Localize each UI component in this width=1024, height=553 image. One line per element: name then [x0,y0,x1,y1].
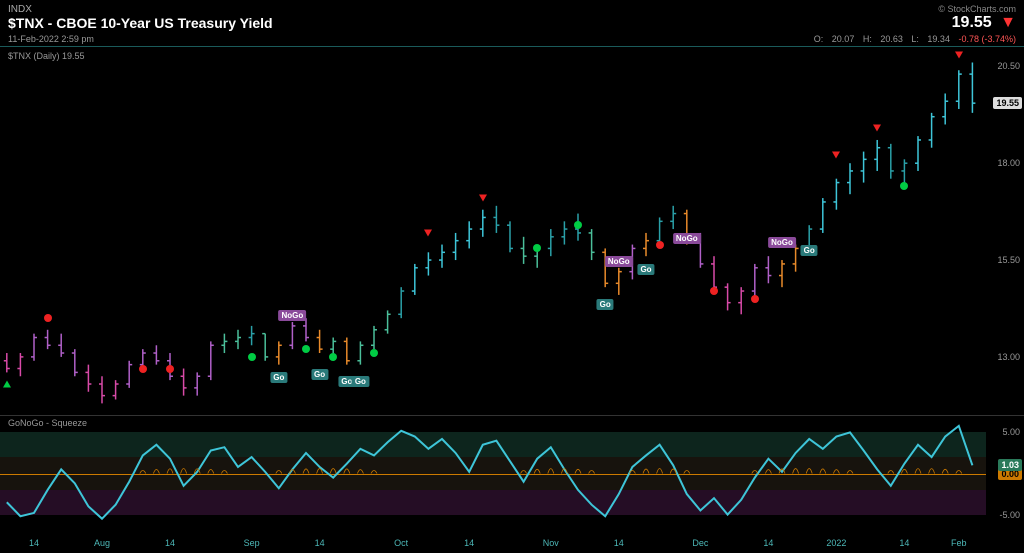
marker-green-icon [248,353,256,361]
x-tick-label: 14 [899,538,909,548]
x-tick-label: 14 [763,538,773,548]
index-label: INDX [8,4,273,15]
signal-tag-go: Go [597,299,614,310]
indicator-y-tick: 5.00 [1002,427,1020,437]
last-price: 19.55 [952,14,992,32]
x-tick-label: 14 [464,538,474,548]
indicator-panel[interactable]: GoNoGo - Squeeze -5.005.000.001.03 [0,415,1024,530]
marker-green-icon [574,221,582,229]
signal-tag-go: Go [352,376,369,387]
marker-red-icon [751,295,759,303]
x-tick-label: Sep [244,538,260,548]
marker-green-icon [533,244,541,252]
y-tick-label: 20.50 [997,61,1020,71]
indicator-title: GoNoGo - Squeeze [8,418,87,428]
indicator-y-tick: -5.00 [999,510,1020,520]
x-tick-label: 14 [29,538,39,548]
marker-tri-up-icon [3,381,11,388]
marker-tri-down-icon [424,229,432,236]
x-tick-label: Nov [543,538,559,548]
price-y-axis: 13.00 15.50 18.00 20.50 19.55 [986,47,1024,415]
x-tick-label: Feb [951,538,967,548]
signal-tag-go: Go [270,372,287,383]
price-chart[interactable]: $TNX (Daily) 19.55 Go NoGo Go Go Go Go NoGo Go N… [0,47,1024,415]
signal-tag-nogo: NoGo [673,233,701,244]
marker-green-icon [302,345,310,353]
y-tick-label: 18.00 [997,158,1020,168]
timestamp: 11-Feb-2022 2:59 pm [8,34,94,44]
x-tick-label: 2022 [826,538,846,548]
signal-tag-nogo: NoGo [605,256,633,267]
attribution: © StockCharts.com [938,4,1016,14]
signal-tag-go: Go [311,369,328,380]
marker-green-icon [329,353,337,361]
time-x-axis: 14 Aug 14 Sep 14 Oct 14 Nov 14 Dec 14 2022 14 Feb [0,530,1024,550]
x-tick-label: 14 [315,538,325,548]
x-tick-label: 14 [165,538,175,548]
y-tick-label: 13.00 [997,352,1020,362]
marker-tri-down-icon [873,125,881,132]
ohlc-readout: O: 20.07 H: 20.63 L: 19.34 -0.78 (-3.74%… [808,34,1016,44]
indicator-current-tag: 1.03 [998,459,1022,471]
x-tick-label: Dec [692,538,708,548]
signal-tag-go: Go [801,245,818,256]
chart-title: $TNX - CBOE 10-Year US Treasury Yield [8,15,273,31]
x-tick-label: 14 [614,538,624,548]
marker-red-icon [710,287,718,295]
marker-red-icon [44,314,52,322]
marker-tri-down-icon [832,152,840,159]
signal-tag-go: Go [637,264,654,275]
chart-subtitle: $TNX (Daily) 19.55 [8,51,85,61]
signal-tag-nogo: NoGo [279,310,307,321]
marker-green-icon [900,182,908,190]
marker-red-icon [166,365,174,373]
x-tick-label: Oct [394,538,408,548]
marker-red-icon [656,241,664,249]
marker-green-icon [370,349,378,357]
x-tick-label: Aug [94,538,110,548]
down-arrow-icon: ▼ [1000,14,1016,32]
chart-header: INDX $TNX - CBOE 10-Year US Treasury Yie… [0,0,1024,47]
y-tick-label: 15.50 [997,255,1020,265]
marker-red-icon [139,365,147,373]
price-bars-svg [0,47,986,415]
indicator-svg [0,416,986,531]
marker-tri-down-icon [479,195,487,202]
marker-tri-down-icon [955,51,963,58]
signal-tag-nogo: NoGo [768,237,796,248]
last-price-tag: 19.55 [993,97,1022,109]
